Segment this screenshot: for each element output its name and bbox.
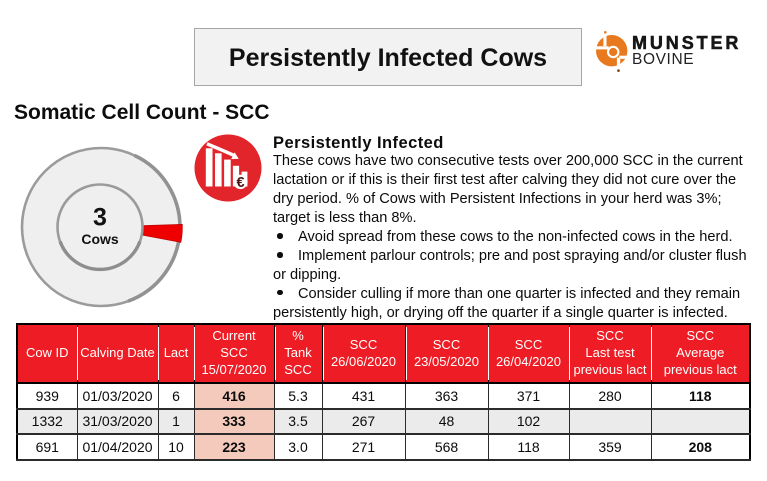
svg-text:3: 3 <box>93 203 107 231</box>
svg-text:Cows: Cows <box>81 231 119 247</box>
svg-text:€: € <box>237 175 245 191</box>
